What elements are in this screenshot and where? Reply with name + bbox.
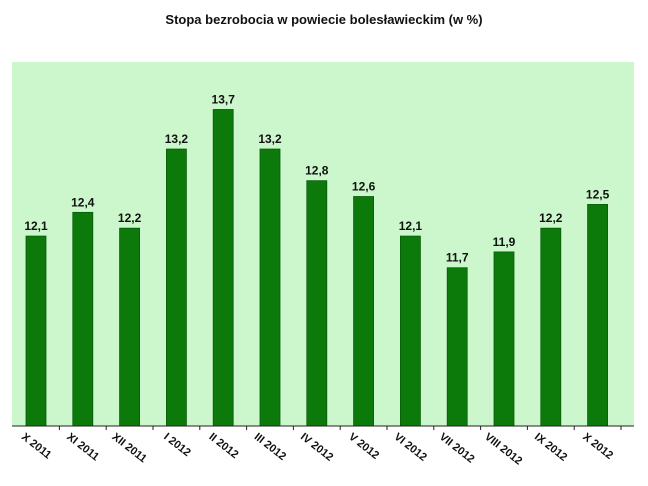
x-tick-label-4: I 2012: [161, 431, 192, 459]
x-tick-label-2: XI 2011: [64, 431, 101, 463]
bar-8: [353, 196, 375, 427]
bar-11: [493, 251, 515, 427]
data-label-13: 12,5: [586, 187, 610, 201]
bar-7: [306, 180, 328, 427]
bars-group: [25, 109, 608, 427]
x-tick-label-1: X 2011: [19, 431, 53, 462]
bar-6: [259, 148, 281, 427]
x-tick-label-3: XII 2011: [110, 431, 149, 465]
bar-2: [72, 211, 94, 427]
data-labels-group: 12,1 12,4 12,2 13,2 13,7 13,2 12,8 12,6 12,1 11,7…: [24, 92, 609, 264]
data-label-11: 11,9: [493, 235, 516, 249]
data-label-10: 11,7: [446, 251, 469, 265]
bar-4: [165, 148, 187, 427]
data-label-5: 13,7: [212, 92, 236, 106]
bar-10: [446, 267, 468, 427]
x-ticks-group: X 2011 XI 2011 XII 2011 I 2012 II 2012 III 20…: [19, 426, 622, 468]
data-label-3: 12,2: [118, 211, 142, 225]
x-tick-label-13: X 2012: [580, 431, 615, 462]
x-tick-label-11: VIII 2012: [482, 431, 524, 468]
x-tick-label-5: II 2012: [207, 431, 241, 461]
chart-title: Stopa bezrobocia w powiecie bolesławieck…: [165, 12, 483, 27]
x-tick-label-10: VII 2012: [437, 431, 477, 466]
data-label-7: 12,8: [305, 164, 329, 178]
bar-3: [119, 227, 140, 427]
x-tick-label-12: IX 2012: [532, 431, 569, 464]
data-label-6: 13,2: [258, 132, 282, 146]
data-label-2: 12,4: [71, 195, 95, 209]
data-label-8: 12,6: [352, 180, 376, 194]
bar-12: [540, 227, 562, 427]
bar-5: [212, 109, 234, 427]
x-tick-label-6: III 2012: [252, 431, 288, 463]
data-label-4: 13,2: [165, 132, 189, 146]
x-tick-label-8: V 2012: [346, 431, 381, 462]
data-label-9: 12,1: [399, 219, 423, 233]
bar-13: [587, 204, 608, 427]
data-label-12: 12,2: [539, 211, 563, 225]
bar-9: [399, 235, 421, 427]
bar-1: [25, 235, 47, 427]
x-tick-label-9: VI 2012: [392, 431, 429, 464]
x-tick-label-7: IV 2012: [298, 431, 335, 464]
data-label-1: 12,1: [24, 219, 48, 233]
